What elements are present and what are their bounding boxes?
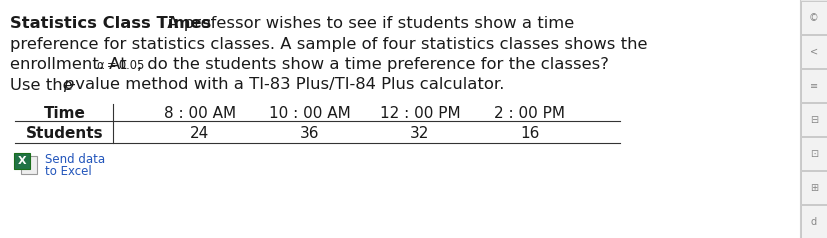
Text: Statistics Class Times: Statistics Class Times — [10, 16, 211, 31]
Text: preference for statistics classes. A sample of four statistics classes shows the: preference for statistics classes. A sam… — [10, 36, 647, 51]
Text: Time: Time — [44, 106, 86, 121]
Text: 32: 32 — [410, 126, 429, 141]
Bar — [21, 156, 37, 174]
Text: to Excel: to Excel — [45, 165, 92, 178]
Text: ≡: ≡ — [809, 81, 817, 91]
Text: Use the: Use the — [10, 78, 78, 93]
Text: ©: © — [808, 13, 818, 23]
Bar — [800, 137, 826, 170]
Text: X: X — [17, 156, 26, 166]
Text: ⊡: ⊡ — [809, 149, 817, 159]
Text: Students: Students — [26, 126, 103, 141]
Text: , do the students show a time preference for the classes?: , do the students show a time preference… — [136, 57, 608, 72]
Bar — [14, 153, 30, 169]
Text: 16: 16 — [519, 126, 539, 141]
Text: 10 : 00 AM: 10 : 00 AM — [269, 106, 351, 121]
Text: ⊞: ⊞ — [809, 183, 817, 193]
Bar — [799, 0, 827, 238]
Text: A professor wishes to see if students show a time: A professor wishes to see if students sh… — [162, 16, 574, 31]
Text: 36: 36 — [300, 126, 319, 141]
Text: ⊟: ⊟ — [809, 115, 817, 125]
Bar — [800, 35, 826, 68]
Text: enrollment. At: enrollment. At — [10, 57, 131, 72]
Text: 2 : 00 PM: 2 : 00 PM — [494, 106, 565, 121]
Text: 24: 24 — [190, 126, 209, 141]
Text: Send data: Send data — [45, 153, 105, 166]
Text: d: d — [810, 217, 816, 227]
Bar — [800, 1, 826, 34]
Bar — [800, 69, 826, 102]
Text: 8 : 00 AM: 8 : 00 AM — [164, 106, 236, 121]
Bar — [800, 171, 826, 204]
Bar — [800, 205, 826, 238]
Text: <: < — [809, 47, 817, 57]
Text: 12 : 00 PM: 12 : 00 PM — [380, 106, 460, 121]
Text: p: p — [63, 78, 74, 93]
Text: -value method with a TI-83 Plus/TI-84 Plus calculator.: -value method with a TI-83 Plus/TI-84 Pl… — [70, 78, 504, 93]
Bar — [800, 103, 826, 136]
Text: α = 0.05: α = 0.05 — [97, 59, 144, 72]
